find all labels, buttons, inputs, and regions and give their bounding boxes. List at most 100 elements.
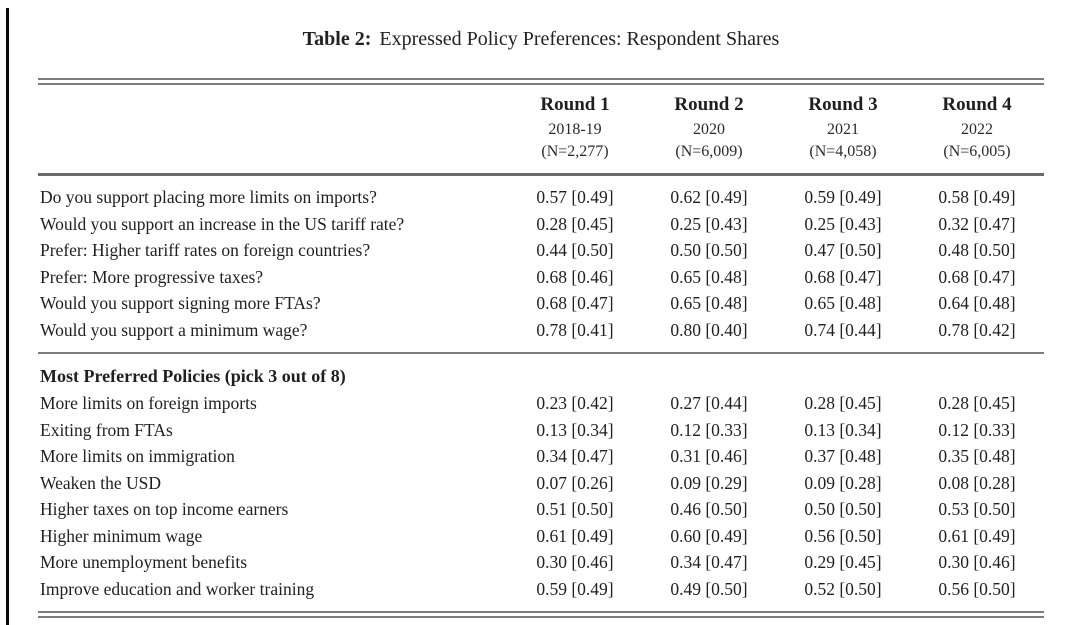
row-value-round-3: 0.68 [0.47]: [804, 266, 882, 287]
row-value-round-2: 0.34 [0.47]: [670, 552, 748, 572]
row-value-round-1: 0.34 [0.47]: [536, 446, 614, 466]
table-row: More limits on foreign imports 0.23 [0.4…: [38, 390, 1044, 417]
row-value-round-4: 0.35 [0.48]: [938, 446, 1016, 466]
table-number-label: Table 2:: [302, 28, 372, 50]
row-value-round-4: 0.28 [0.45]: [938, 393, 1016, 413]
header-round-1: Round 1: [540, 94, 610, 115]
row-value-round-1: 0.68 [0.47]: [536, 293, 614, 313]
table-header: Round 1 Round 2 Round 3 Round 4 2018-19 …: [38, 85, 1044, 173]
row-value-round-1: 0.61 [0.49]: [536, 525, 614, 546]
row-value-round-2: 0.65 [0.48]: [670, 293, 748, 313]
row-value-round-4: 0.61 [0.49]: [938, 525, 1016, 546]
row-value-round-3: 0.74 [0.44]: [804, 319, 882, 340]
row-value-round-1: 0.28 [0.45]: [536, 213, 614, 234]
row-value-round-2: 0.50 [0.50]: [670, 240, 748, 260]
table-title-text: Expressed Policy Preferences: Respondent…: [379, 28, 780, 50]
header-round-4: Round 4: [942, 94, 1012, 115]
row-value-round-1: 0.51 [0.50]: [536, 499, 614, 519]
row-value-round-4: 0.12 [0.33]: [938, 419, 1016, 440]
row-value-round-4: 0.64 [0.48]: [938, 293, 1016, 313]
row-value-round-4: 0.56 [0.50]: [938, 578, 1016, 599]
header-period-1: 2018-19: [548, 121, 602, 138]
row-value-round-2: 0.12 [0.33]: [670, 419, 748, 440]
row-value-round-2: 0.62 [0.49]: [670, 187, 748, 207]
section-most-preferred: Most Preferred Policies (pick 3 out of 8…: [38, 354, 1044, 611]
row-value-round-1: 0.78 [0.41]: [536, 319, 614, 340]
header-period-row: 2018-19 2020 2021 2022: [38, 119, 1044, 141]
section-divider-rule: [38, 352, 1044, 354]
table-top-rule: [38, 78, 1044, 85]
row-label: More unemployment benefits: [40, 552, 248, 572]
table-row: Exiting from FTAs 0.13 [0.34] 0.12 [0.33…: [38, 417, 1044, 444]
table-row: Improve education and worker training 0.…: [38, 576, 1044, 603]
table-bottom-rule: [38, 611, 1044, 618]
row-value-round-1: 0.57 [0.49]: [536, 187, 614, 207]
table-row: Prefer: More progressive taxes? 0.68 [0.…: [38, 264, 1044, 291]
section-most-preferred-rows: More limits on foreign imports 0.23 [0.4…: [38, 390, 1044, 602]
row-value-round-4: 0.78 [0.42]: [938, 319, 1016, 340]
row-label: Would you support a minimum wage?: [40, 319, 308, 340]
row-value-round-3: 0.09 [0.28]: [804, 472, 882, 493]
header-round-row: Round 1 Round 2 Round 3 Round 4: [38, 91, 1044, 119]
row-value-round-1: 0.30 [0.46]: [536, 552, 614, 572]
row-value-round-3: 0.28 [0.45]: [804, 393, 882, 413]
table-row: Higher minimum wage 0.61 [0.49] 0.60 [0.…: [38, 523, 1044, 550]
row-value-round-2: 0.31 [0.46]: [670, 446, 748, 466]
table-row: Would you support an increase in the US …: [38, 211, 1044, 238]
row-label: Exiting from FTAs: [40, 419, 173, 440]
table-row: Would you support a minimum wage? 0.78 […: [38, 317, 1044, 344]
row-label: Prefer: More progressive taxes?: [40, 266, 264, 287]
row-value-round-2: 0.80 [0.40]: [670, 319, 748, 340]
header-sample-2: (N=6,009): [675, 143, 743, 160]
row-value-round-2: 0.25 [0.43]: [670, 213, 748, 234]
table-row: Do you support placing more limits on im…: [38, 184, 1044, 211]
table-row: More unemployment benefits 0.30 [0.46] 0…: [38, 549, 1044, 576]
row-value-round-3: 0.37 [0.48]: [804, 446, 882, 466]
page-left-edge-line: [6, 8, 9, 625]
header-bottom-rule: [38, 173, 1044, 176]
row-label: Do you support placing more limits on im…: [40, 187, 377, 207]
row-value-round-1: 0.68 [0.46]: [536, 266, 614, 287]
row-value-round-2: 0.60 [0.49]: [670, 525, 748, 546]
row-label: Prefer: Higher tariff rates on foreign c…: [40, 240, 371, 260]
header-sample-row: (N=2,277) (N=6,009) (N=4,058) (N=6,005): [38, 141, 1044, 163]
header-sample-3: (N=4,058): [809, 143, 877, 160]
section-questions: Do you support placing more limits on im…: [38, 176, 1044, 352]
row-value-round-3: 0.13 [0.34]: [804, 419, 882, 440]
table-title: Table 2: Expressed Policy Preferences: Re…: [38, 28, 1044, 51]
row-value-round-1: 0.13 [0.34]: [536, 419, 614, 440]
row-value-round-3: 0.65 [0.48]: [804, 293, 882, 313]
table-row: More limits on immigration 0.34 [0.47] 0…: [38, 443, 1044, 470]
table-row: Weaken the USD 0.07 [0.26] 0.09 [0.29] 0…: [38, 470, 1044, 497]
row-label: Higher taxes on top income earners: [40, 499, 289, 519]
row-value-round-3: 0.47 [0.50]: [804, 240, 882, 260]
row-value-round-1: 0.07 [0.26]: [536, 472, 614, 493]
row-value-round-4: 0.08 [0.28]: [938, 472, 1016, 493]
row-label: Higher minimum wage: [40, 525, 203, 546]
table-row: Would you support signing more FTAs? 0.6…: [38, 290, 1044, 317]
row-label: More limits on foreign imports: [40, 393, 257, 413]
row-value-round-3: 0.56 [0.50]: [804, 525, 882, 546]
header-period-4: 2022: [961, 121, 993, 138]
row-value-round-3: 0.59 [0.49]: [804, 187, 882, 207]
row-label: More limits on immigration: [40, 446, 235, 466]
header-sample-1: (N=2,277): [541, 143, 609, 160]
row-label: Would you support signing more FTAs?: [40, 293, 321, 313]
table-row: Prefer: Higher tariff rates on foreign c…: [38, 237, 1044, 264]
row-value-round-3: 0.25 [0.43]: [804, 213, 882, 234]
row-value-round-4: 0.68 [0.47]: [938, 266, 1016, 287]
header-round-3: Round 3: [808, 94, 878, 115]
row-value-round-1: 0.59 [0.49]: [536, 578, 614, 599]
row-label: Improve education and worker training: [40, 578, 315, 599]
header-period-3: 2021: [827, 121, 859, 138]
row-value-round-2: 0.46 [0.50]: [670, 499, 748, 519]
header-round-2: Round 2: [674, 94, 744, 115]
row-value-round-2: 0.65 [0.48]: [670, 266, 748, 287]
section-header-most-preferred: Most Preferred Policies (pick 3 out of 8…: [40, 366, 346, 386]
row-value-round-2: 0.09 [0.29]: [670, 472, 748, 493]
row-value-round-4: 0.53 [0.50]: [938, 499, 1016, 519]
row-value-round-1: 0.44 [0.50]: [536, 240, 614, 260]
header-period-2: 2020: [693, 121, 725, 138]
header-sample-4: (N=6,005): [943, 143, 1011, 160]
row-value-round-4: 0.32 [0.47]: [938, 213, 1016, 234]
